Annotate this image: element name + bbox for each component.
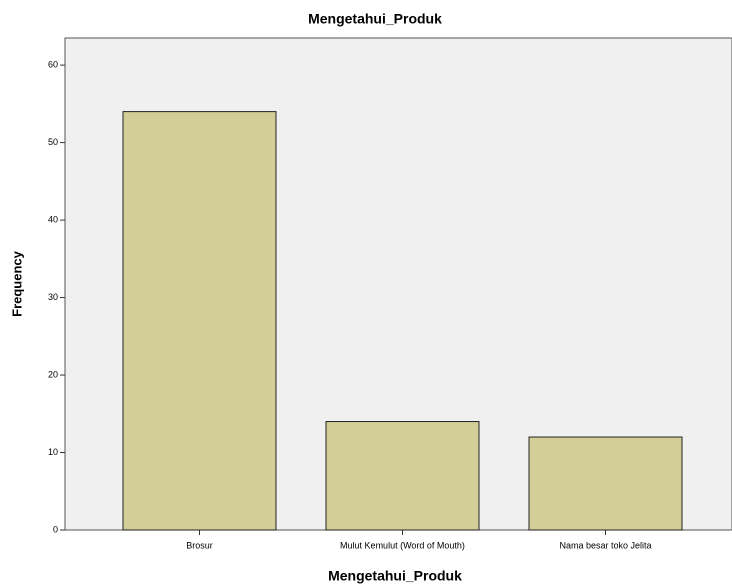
x-tick-label: Nama besar toko Jelita — [559, 540, 651, 550]
y-tick-label: 20 — [48, 369, 58, 379]
y-tick-label: 50 — [48, 137, 58, 147]
y-tick-label: 30 — [48, 292, 58, 302]
y-tick-label: 40 — [48, 214, 58, 224]
x-axis-label: Mengetahui_Produk — [328, 568, 462, 584]
bar — [325, 421, 480, 531]
y-tick-label: 60 — [48, 59, 58, 69]
y-tick-label: 10 — [48, 447, 58, 457]
bar — [528, 436, 683, 531]
x-tick-label: Mulut Kemulut (Word of Mouth) — [340, 540, 465, 550]
y-tick-label: 0 — [53, 524, 58, 534]
bar — [122, 111, 277, 531]
x-tick-label: Brosur — [186, 540, 213, 550]
y-axis-label: Frequency — [9, 250, 24, 317]
chart-title: Mengetahui_Produk — [308, 11, 442, 27]
